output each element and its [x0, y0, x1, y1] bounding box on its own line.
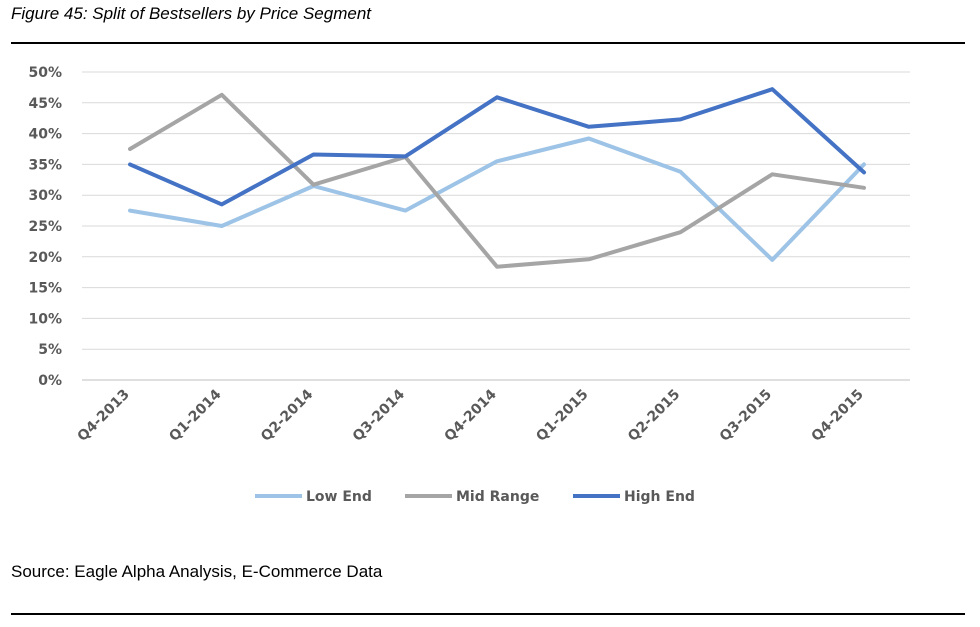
legend-label-low-end: Low End — [306, 489, 372, 505]
y-tick-label: 5% — [38, 342, 62, 358]
gridlines — [82, 71, 910, 381]
legend: Low End Mid Range High End — [255, 489, 695, 505]
y-tick-label: 20% — [28, 250, 62, 266]
y-tick-label: 0% — [38, 373, 62, 389]
x-tick-label: Q4-2014 — [442, 386, 500, 444]
y-tick-label: 40% — [28, 127, 62, 143]
y-tick-label: 50% — [28, 65, 62, 81]
x-tick-label: Q2-2014 — [258, 386, 316, 444]
bottom-rule — [11, 613, 965, 615]
source-note: Source: Eagle Alpha Analysis, E-Commerce… — [11, 562, 383, 581]
y-tick-label: 45% — [28, 96, 62, 112]
y-tick-label: 15% — [28, 281, 62, 297]
series-lines — [128, 87, 866, 269]
x-tick-label: Q3-2014 — [350, 386, 408, 444]
legend-label-high-end: High End — [624, 489, 695, 505]
series-line-high-end — [128, 87, 866, 207]
top-rule — [11, 42, 965, 44]
x-tick-label: Q4-2013 — [75, 387, 133, 445]
y-tick-label: 35% — [28, 157, 62, 173]
y-tick-label: 30% — [28, 188, 62, 204]
figure-title: Figure 45: Split of Bestsellers by Price… — [11, 4, 371, 23]
legend-label-mid-range: Mid Range — [456, 489, 539, 505]
x-tick-label: Q2-2015 — [625, 387, 683, 445]
y-tick-label: 25% — [28, 219, 62, 235]
y-axis-ticks: 0% 5% 10% 15% 20% 25% 30% 35% 40% 45% 50% — [28, 65, 62, 389]
x-tick-label: Q4-2015 — [809, 387, 867, 445]
series-line-low-end — [128, 136, 866, 262]
x-tick-label: Q1-2014 — [166, 386, 224, 444]
series-line-mid-range — [128, 92, 866, 269]
x-axis-ticks: Q4-2013 Q1-2014 Q2-2014 Q3-2014 Q4-2014 Q1-20… — [75, 386, 867, 444]
x-tick-label: Q3-2015 — [717, 387, 775, 445]
x-tick-label: Q1-2015 — [533, 387, 591, 445]
y-tick-label: 10% — [28, 311, 62, 327]
